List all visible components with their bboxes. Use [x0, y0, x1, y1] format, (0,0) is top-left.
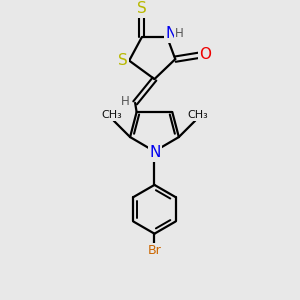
Text: S: S [137, 2, 146, 16]
Text: S: S [118, 52, 128, 68]
Text: Br: Br [148, 244, 161, 257]
Text: CH₃: CH₃ [187, 110, 208, 120]
Text: O: O [199, 46, 211, 62]
Text: CH₃: CH₃ [101, 110, 122, 120]
Text: N: N [165, 26, 176, 41]
Text: N: N [149, 145, 161, 160]
Text: H: H [176, 27, 184, 40]
Text: H: H [121, 95, 130, 108]
